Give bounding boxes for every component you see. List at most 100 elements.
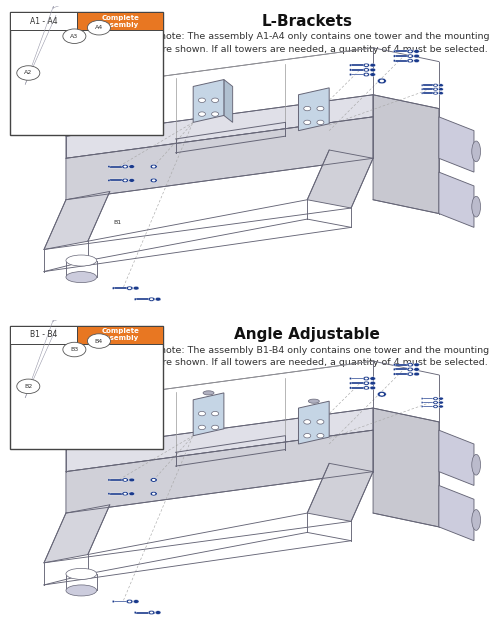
- Text: A1 - A4: A1 - A4: [30, 17, 58, 26]
- Circle shape: [414, 363, 420, 367]
- Ellipse shape: [66, 568, 96, 579]
- Ellipse shape: [66, 272, 96, 282]
- Circle shape: [152, 479, 156, 481]
- Ellipse shape: [108, 492, 110, 495]
- Bar: [78, 13, 164, 30]
- Circle shape: [363, 377, 370, 380]
- Bar: [114, 601, 132, 603]
- Bar: [394, 373, 413, 375]
- Circle shape: [122, 478, 128, 482]
- Circle shape: [407, 363, 414, 367]
- Circle shape: [124, 166, 127, 168]
- Polygon shape: [298, 88, 329, 130]
- Ellipse shape: [350, 68, 352, 71]
- Circle shape: [434, 398, 437, 399]
- Ellipse shape: [308, 399, 320, 403]
- Circle shape: [129, 492, 134, 496]
- Circle shape: [364, 73, 368, 75]
- Circle shape: [150, 478, 157, 482]
- Ellipse shape: [108, 165, 110, 168]
- Circle shape: [304, 106, 311, 111]
- Bar: [422, 92, 438, 94]
- Circle shape: [370, 73, 376, 77]
- Ellipse shape: [134, 298, 136, 301]
- Circle shape: [60, 224, 72, 231]
- Circle shape: [198, 98, 205, 103]
- Polygon shape: [224, 80, 232, 122]
- Circle shape: [148, 297, 155, 301]
- Circle shape: [304, 420, 311, 424]
- Ellipse shape: [421, 398, 423, 399]
- Bar: [78, 326, 164, 344]
- Circle shape: [414, 368, 420, 371]
- Bar: [394, 60, 413, 61]
- Polygon shape: [44, 191, 110, 249]
- Polygon shape: [307, 150, 373, 208]
- Ellipse shape: [350, 377, 352, 380]
- Circle shape: [141, 224, 144, 226]
- Circle shape: [129, 179, 134, 182]
- Bar: [350, 382, 370, 384]
- Bar: [350, 378, 370, 380]
- Circle shape: [408, 373, 412, 375]
- Circle shape: [150, 298, 153, 300]
- Bar: [4, 226, 40, 230]
- Circle shape: [79, 224, 90, 231]
- Ellipse shape: [421, 92, 423, 94]
- Circle shape: [198, 425, 205, 430]
- Bar: [22, 226, 59, 230]
- Bar: [114, 287, 132, 289]
- Circle shape: [212, 411, 218, 416]
- Circle shape: [32, 226, 38, 230]
- Ellipse shape: [394, 363, 396, 366]
- Ellipse shape: [38, 225, 42, 230]
- Ellipse shape: [421, 406, 423, 408]
- Circle shape: [433, 91, 438, 95]
- Circle shape: [106, 215, 129, 229]
- Circle shape: [363, 73, 370, 77]
- Circle shape: [134, 286, 139, 290]
- Bar: [10, 326, 164, 449]
- Polygon shape: [373, 95, 439, 213]
- Ellipse shape: [472, 196, 480, 217]
- Polygon shape: [193, 80, 224, 122]
- Circle shape: [434, 402, 437, 403]
- Circle shape: [434, 89, 437, 90]
- Ellipse shape: [350, 73, 352, 76]
- Circle shape: [433, 401, 438, 404]
- Bar: [4, 263, 40, 266]
- Ellipse shape: [20, 225, 24, 230]
- Polygon shape: [66, 117, 373, 200]
- Circle shape: [198, 411, 205, 416]
- Ellipse shape: [66, 585, 96, 596]
- Circle shape: [124, 179, 127, 182]
- Polygon shape: [439, 172, 474, 227]
- Circle shape: [438, 92, 444, 95]
- Circle shape: [380, 80, 384, 82]
- Circle shape: [88, 334, 110, 348]
- Circle shape: [408, 364, 412, 366]
- Circle shape: [122, 179, 128, 182]
- Text: Complete
Assembly: Complete Assembly: [102, 329, 140, 341]
- Bar: [422, 402, 438, 403]
- Circle shape: [364, 64, 368, 66]
- Text: B3: B3: [70, 347, 78, 352]
- Bar: [10, 13, 78, 30]
- Bar: [40, 226, 78, 230]
- Circle shape: [198, 112, 205, 116]
- Circle shape: [408, 51, 412, 53]
- Circle shape: [212, 98, 218, 103]
- Ellipse shape: [112, 600, 114, 603]
- Polygon shape: [193, 393, 224, 436]
- Circle shape: [128, 601, 131, 603]
- Circle shape: [60, 261, 72, 268]
- Text: A2: A2: [24, 70, 32, 75]
- Bar: [394, 368, 413, 370]
- Circle shape: [433, 84, 438, 87]
- Ellipse shape: [472, 141, 480, 162]
- Bar: [394, 364, 413, 366]
- Ellipse shape: [421, 401, 423, 404]
- Circle shape: [317, 434, 324, 438]
- Ellipse shape: [394, 50, 396, 53]
- Ellipse shape: [134, 611, 136, 614]
